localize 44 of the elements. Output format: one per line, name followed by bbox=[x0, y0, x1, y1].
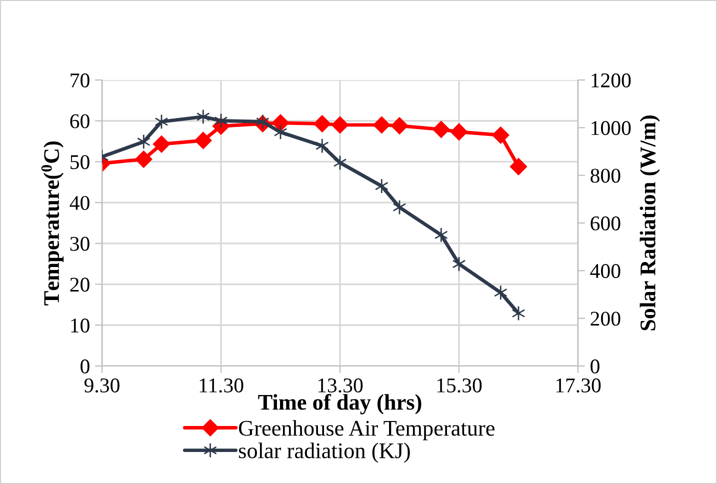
point bbox=[450, 123, 468, 140]
point bbox=[136, 134, 150, 150]
point bbox=[256, 114, 270, 130]
legend-label: solar radiation (KJ) bbox=[238, 442, 410, 463]
point bbox=[194, 132, 212, 150]
point bbox=[432, 120, 450, 138]
y2-tick-label: 200 bbox=[590, 312, 620, 326]
y2-tick-label: 600 bbox=[590, 216, 620, 230]
point bbox=[135, 150, 152, 168]
y-tick-label: 20 bbox=[70, 278, 90, 292]
point bbox=[390, 117, 408, 134]
x-tick-label: 9.30 bbox=[84, 378, 120, 393]
y-tick-label: 50 bbox=[70, 155, 90, 170]
x-tick-label: 15.30 bbox=[437, 378, 482, 393]
y-axis-title: Temperature($^{0}$C) bbox=[41, 141, 64, 306]
x-tick-label: 13.30 bbox=[318, 378, 363, 393]
y2-tick-label: 1200 bbox=[592, 73, 631, 88]
y-tick-label: 40 bbox=[70, 196, 90, 210]
y-tick-label: 10 bbox=[71, 318, 90, 333]
x-axis-title: Time of day (hrs) bbox=[258, 394, 422, 414]
point bbox=[152, 136, 170, 153]
point bbox=[272, 114, 290, 132]
y-tick-label: 30 bbox=[70, 236, 90, 251]
y2-axis-title: Solar Radiation (W/m) bbox=[640, 116, 660, 330]
point bbox=[196, 109, 210, 124]
point bbox=[374, 178, 388, 194]
y-tick-label: 60 bbox=[70, 114, 90, 128]
y-tick-label: 0 bbox=[80, 359, 90, 374]
y2-tick-label: 400 bbox=[590, 264, 620, 278]
x-tick-label: 17.30 bbox=[556, 378, 601, 393]
point bbox=[331, 116, 349, 134]
point bbox=[315, 138, 329, 154]
point bbox=[434, 227, 448, 243]
point bbox=[510, 158, 528, 176]
x-tick-label: 11.30 bbox=[200, 378, 244, 393]
y2-tick-label: 800 bbox=[590, 168, 620, 183]
point bbox=[373, 116, 390, 134]
point bbox=[494, 284, 508, 300]
point bbox=[314, 115, 331, 132]
legend-label: Greenhouse Air Temperature bbox=[238, 420, 494, 440]
y-tick-label: 70 bbox=[70, 73, 90, 88]
point bbox=[492, 126, 510, 144]
y2-tick-label: 1000 bbox=[592, 121, 631, 136]
y2-tick-label: 0 bbox=[590, 359, 600, 374]
